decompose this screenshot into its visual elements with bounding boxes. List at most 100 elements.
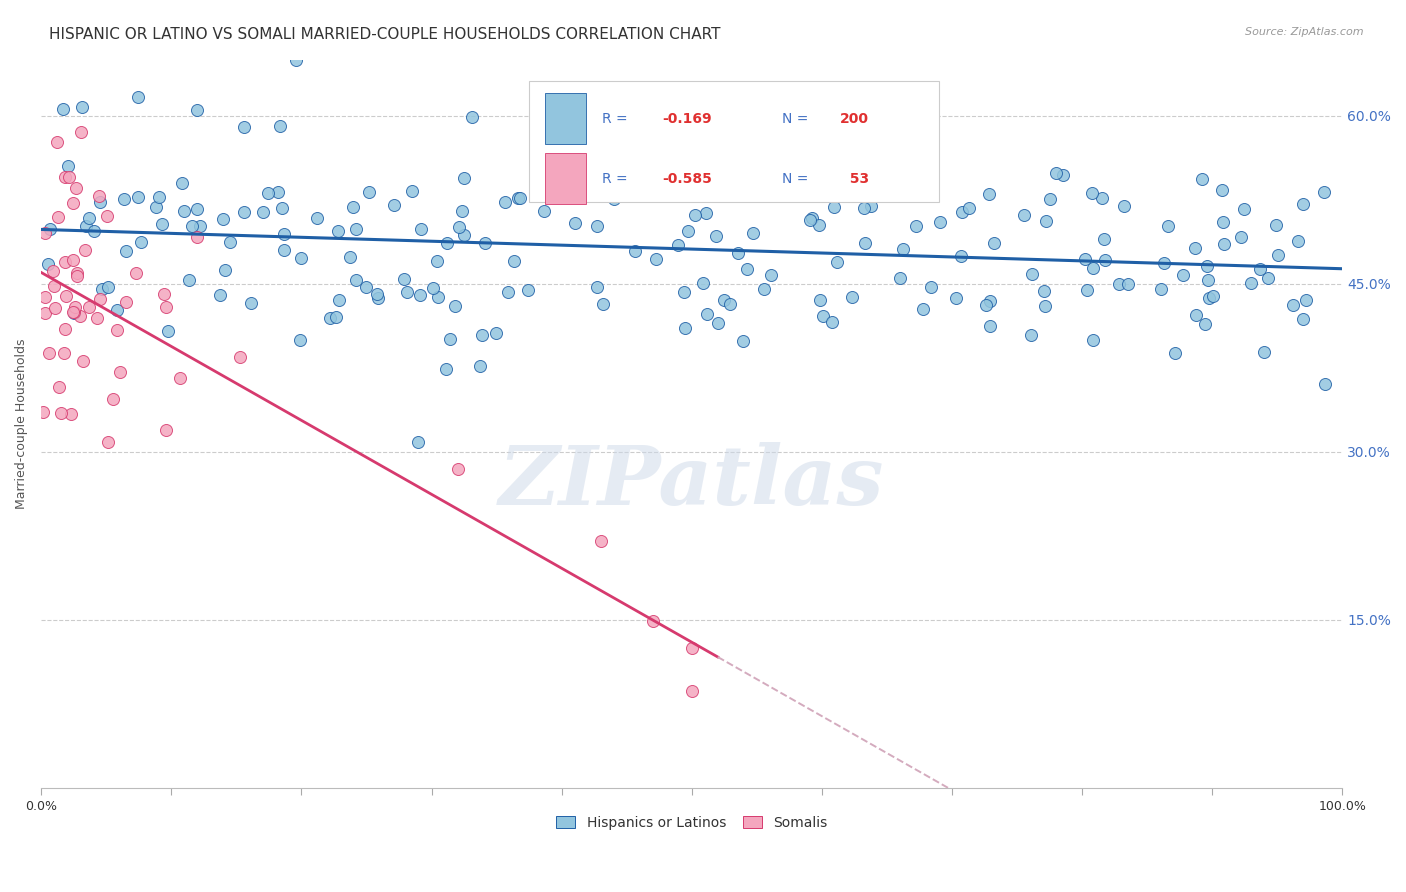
Point bbox=[66, 267, 89, 281]
Text: R =: R = bbox=[602, 172, 631, 186]
Point bbox=[86, 311, 108, 326]
Point bbox=[63, 300, 86, 314]
Point bbox=[869, 180, 891, 194]
Point bbox=[1264, 219, 1286, 233]
Point bbox=[53, 254, 76, 268]
Point bbox=[952, 205, 974, 219]
Point bbox=[929, 215, 952, 229]
Point bbox=[34, 290, 56, 304]
Point bbox=[641, 614, 664, 628]
Point bbox=[589, 534, 612, 549]
Point bbox=[470, 359, 492, 373]
Point bbox=[177, 273, 200, 287]
Point bbox=[63, 305, 86, 319]
Point bbox=[841, 290, 863, 304]
Text: 200: 200 bbox=[839, 112, 869, 126]
Point bbox=[89, 292, 111, 306]
Point bbox=[450, 203, 472, 218]
Point bbox=[1150, 282, 1173, 296]
Point bbox=[169, 371, 191, 385]
Point bbox=[1076, 283, 1098, 297]
Point bbox=[1033, 285, 1056, 299]
Point bbox=[853, 152, 876, 166]
Point bbox=[1295, 293, 1317, 307]
Point bbox=[366, 287, 388, 301]
Point bbox=[574, 146, 596, 161]
Point bbox=[211, 212, 233, 227]
Point bbox=[1080, 186, 1102, 200]
Point bbox=[173, 204, 195, 219]
Point bbox=[170, 176, 193, 190]
Point bbox=[229, 351, 252, 365]
Point bbox=[1153, 256, 1175, 270]
Point bbox=[115, 295, 138, 310]
Text: HISPANIC OR LATINO VS SOMALI MARRIED-COUPLE HOUSEHOLDS CORRELATION CHART: HISPANIC OR LATINO VS SOMALI MARRIED-COU… bbox=[49, 27, 721, 42]
Point bbox=[62, 196, 84, 211]
Point bbox=[233, 205, 256, 219]
Point bbox=[1157, 219, 1180, 233]
Point bbox=[96, 209, 118, 223]
Point bbox=[325, 310, 347, 324]
Point bbox=[411, 221, 433, 235]
Point bbox=[983, 236, 1005, 251]
Point bbox=[695, 206, 717, 220]
Point bbox=[592, 297, 614, 311]
Point bbox=[979, 319, 1001, 334]
Point bbox=[1094, 252, 1116, 267]
Point bbox=[46, 136, 69, 150]
Point bbox=[1197, 273, 1219, 287]
Point bbox=[713, 293, 735, 307]
Point bbox=[44, 301, 66, 315]
Point bbox=[1114, 199, 1136, 213]
Point bbox=[623, 244, 645, 258]
Point bbox=[326, 224, 349, 238]
Point bbox=[103, 392, 125, 407]
Point bbox=[1240, 277, 1263, 291]
Point bbox=[676, 224, 699, 238]
Text: -0.169: -0.169 bbox=[662, 112, 711, 126]
Point bbox=[157, 324, 180, 338]
Point bbox=[1282, 298, 1305, 312]
Point bbox=[252, 205, 274, 219]
Point bbox=[148, 190, 170, 204]
Point bbox=[218, 235, 240, 249]
Point bbox=[727, 245, 749, 260]
Point bbox=[735, 261, 758, 276]
Point bbox=[494, 194, 516, 209]
Point bbox=[447, 219, 470, 234]
Text: -0.585: -0.585 bbox=[662, 172, 711, 186]
Point bbox=[945, 291, 967, 305]
Point bbox=[1286, 234, 1309, 248]
Point bbox=[453, 170, 475, 185]
Point bbox=[87, 189, 110, 203]
Point bbox=[97, 434, 120, 449]
FancyBboxPatch shape bbox=[544, 153, 586, 204]
Point bbox=[55, 169, 77, 184]
Point bbox=[683, 208, 706, 222]
Point bbox=[855, 171, 877, 186]
Point bbox=[105, 302, 128, 317]
Point bbox=[471, 328, 494, 343]
Text: N =: N = bbox=[782, 172, 813, 186]
Point bbox=[813, 309, 835, 323]
Point bbox=[69, 310, 91, 324]
Point bbox=[1074, 252, 1097, 266]
Point bbox=[672, 285, 695, 300]
Point bbox=[1116, 277, 1139, 291]
Point bbox=[37, 257, 59, 271]
Point bbox=[911, 301, 934, 316]
Point bbox=[1052, 168, 1074, 182]
Point bbox=[62, 253, 84, 268]
Point bbox=[31, 405, 53, 419]
Point bbox=[354, 280, 377, 294]
Point bbox=[1108, 277, 1130, 291]
Point bbox=[564, 216, 586, 230]
Point bbox=[509, 191, 531, 205]
Point bbox=[821, 315, 844, 329]
Point bbox=[42, 264, 65, 278]
Point bbox=[344, 222, 367, 236]
Point bbox=[1194, 317, 1216, 331]
Point bbox=[77, 300, 100, 314]
Point bbox=[273, 243, 295, 257]
Point bbox=[503, 253, 526, 268]
